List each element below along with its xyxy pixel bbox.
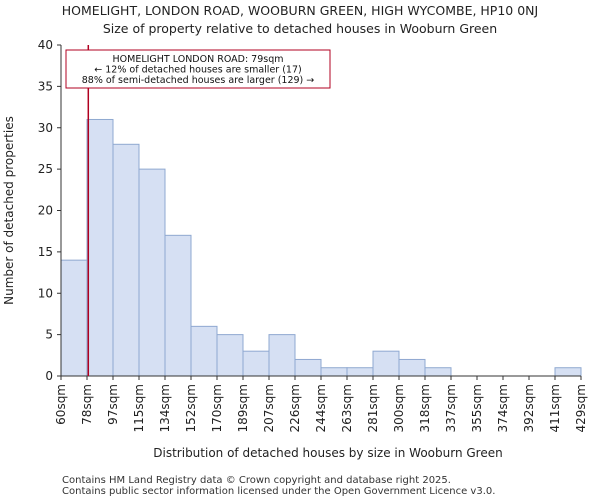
- y-tick-label: 30: [38, 121, 53, 135]
- y-axis-label: Number of detached properties: [2, 116, 16, 305]
- histogram-bar: [216, 334, 244, 377]
- x-tick-label: 97sqm: [106, 384, 120, 425]
- x-tick-label: 300sqm: [392, 384, 406, 432]
- x-axis-label: Distribution of detached houses by size …: [153, 446, 502, 460]
- x-tick-label: 355sqm: [470, 384, 484, 432]
- annotation-text: HOMELIGHT LONDON ROAD: 79sqm: [113, 54, 284, 65]
- annotation-box: [65, 49, 331, 89]
- histogram-bar: [242, 350, 270, 377]
- annotation-text: 88% of semi-detached houses are larger (…: [82, 75, 315, 86]
- x-tick-label: 226sqm: [288, 384, 302, 432]
- footer-copyright: Contains HM Land Registry data © Crown c…: [62, 475, 451, 486]
- x-tick-label: 411sqm: [548, 384, 562, 432]
- x-tick-label: 263sqm: [340, 384, 354, 432]
- histogram-bar: [346, 367, 374, 377]
- histogram-bar: [138, 168, 166, 377]
- y-tick-label: 10: [38, 286, 53, 300]
- y-tick-label: 40: [38, 38, 53, 52]
- x-tick-label: 60sqm: [54, 384, 68, 425]
- x-tick-label: 78sqm: [80, 384, 94, 425]
- histogram-bar: [294, 358, 322, 377]
- chart-subtitle: Size of property relative to detached ho…: [102, 21, 498, 36]
- y-tick-label: 25: [38, 162, 53, 176]
- x-tick-label: 170sqm: [210, 384, 224, 432]
- x-tick-label: 429sqm: [574, 384, 588, 432]
- y-tick-label: 20: [38, 204, 53, 218]
- histogram-bar: [112, 143, 140, 377]
- chart-title: HOMELIGHT, LONDON ROAD, WOOBURN GREEN, H…: [61, 3, 539, 18]
- x-tick-label: 134sqm: [158, 384, 172, 432]
- x-tick-label: 189sqm: [236, 384, 250, 432]
- y-tick-label: 5: [45, 328, 53, 342]
- histogram-bar: [86, 118, 114, 377]
- annotation-text: ← 12% of detached houses are smaller (17…: [94, 65, 301, 76]
- histogram-bar: [424, 367, 452, 377]
- x-tick-label: 392sqm: [522, 384, 536, 432]
- footer-licence: Contains public sector information licen…: [62, 486, 496, 497]
- histogram-bar: [398, 358, 426, 377]
- histogram-bar: [268, 334, 296, 377]
- x-tick-label: 244sqm: [314, 384, 328, 432]
- x-tick-label: 281sqm: [366, 384, 380, 432]
- y-tick-label: 15: [38, 245, 53, 259]
- x-tick-label: 337sqm: [444, 384, 458, 432]
- x-tick-label: 207sqm: [262, 384, 276, 432]
- x-tick-label: 318sqm: [418, 384, 432, 432]
- y-tick-label: 0: [45, 369, 53, 383]
- histogram-bar: [320, 367, 348, 377]
- histogram-bar: [60, 259, 88, 377]
- x-tick-label: 374sqm: [496, 384, 510, 432]
- histogram-bar: [372, 350, 400, 377]
- histogram-bar: [554, 367, 582, 377]
- x-tick-label: 115sqm: [132, 384, 146, 432]
- y-tick-label: 35: [38, 79, 53, 93]
- histogram-bar: [190, 325, 218, 377]
- x-tick-label: 152sqm: [184, 384, 198, 432]
- histogram-bar: [164, 234, 192, 377]
